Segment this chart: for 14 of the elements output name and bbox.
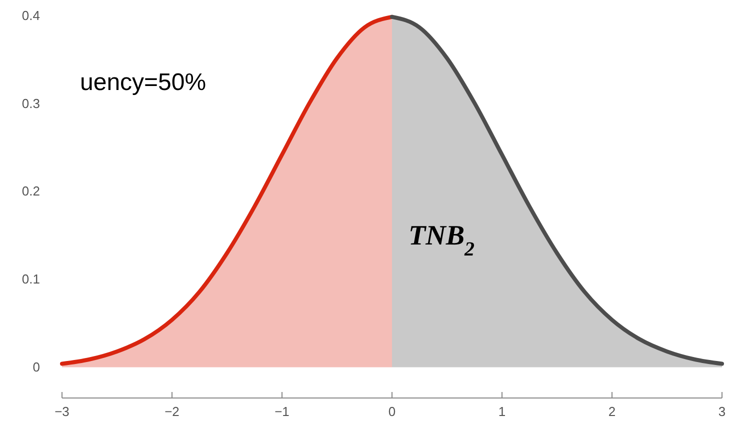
y-tick-label: 0.3 bbox=[22, 96, 40, 111]
x-tick-label: −3 bbox=[54, 404, 70, 419]
y-tick-label: 0.4 bbox=[22, 8, 40, 23]
x-tick-label: −1 bbox=[274, 404, 290, 419]
y-tick-label: 0.1 bbox=[22, 271, 40, 286]
x-tick-label: −2 bbox=[164, 404, 180, 419]
y-tick-label: 0 bbox=[32, 359, 40, 374]
annotation: TNB$_{2}$ bbox=[408, 220, 474, 260]
annotation: uency=50% bbox=[80, 69, 206, 96]
x-tick-label: 0 bbox=[388, 404, 396, 419]
x-tick-label: 1 bbox=[498, 404, 506, 419]
x-tick-label: 2 bbox=[608, 404, 616, 419]
y-tick-label: 0.2 bbox=[22, 184, 40, 199]
x-tick-label: 3 bbox=[718, 404, 726, 419]
